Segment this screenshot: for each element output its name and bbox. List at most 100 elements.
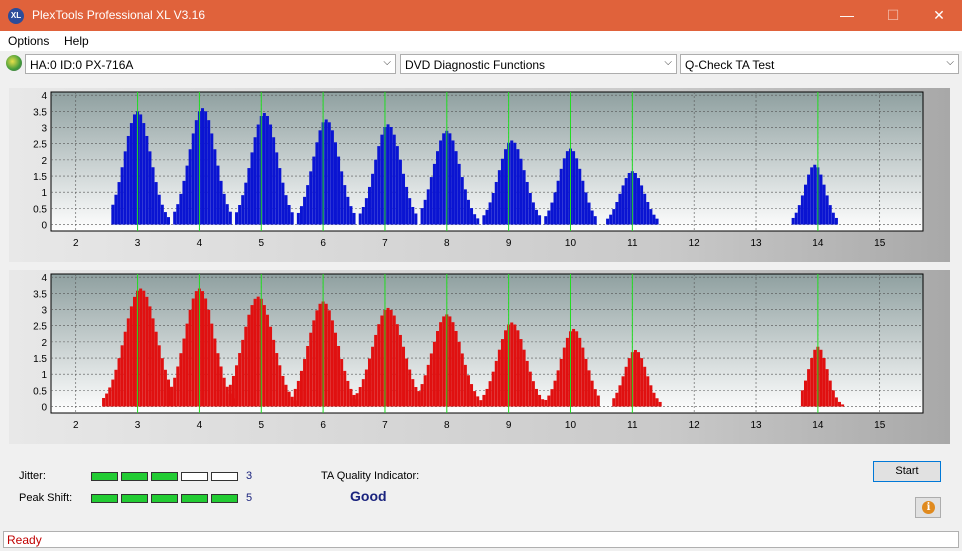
bar-peak-1 xyxy=(117,182,121,225)
menu-help[interactable]: Help xyxy=(64,34,89,48)
bar-peak-6 xyxy=(473,214,477,225)
bar-peak-1 xyxy=(151,318,155,407)
bar-peak-8 xyxy=(590,380,594,407)
y-tick-label: 0 xyxy=(41,221,47,232)
x-tick-label: 15 xyxy=(874,420,886,431)
bar-peak-1 xyxy=(148,151,152,225)
bar-peak-3 xyxy=(250,305,254,407)
bar-peak-2 xyxy=(213,338,217,407)
start-button[interactable]: Start xyxy=(873,461,941,482)
bar-peak-7 xyxy=(500,339,504,407)
minimize-button[interactable]: — xyxy=(840,7,854,23)
bar-peak-9 xyxy=(612,209,616,225)
bar-peak-6 xyxy=(479,400,483,407)
bar-peak-5 xyxy=(389,127,393,225)
bar-peak-7 xyxy=(510,140,514,225)
bar-peak-4 xyxy=(349,206,353,225)
jitter-chart-top: 0 0.5 1 1.5 2 2.5 3 3.5 4 2 3 4 5 6 7 8 9 10 11 12 13 14 15 xyxy=(33,91,924,249)
test-select-value: Q-Check TA Test xyxy=(685,58,775,72)
chevron-down-icon: ⌵ xyxy=(664,57,672,68)
bar-peak-5 xyxy=(405,186,409,225)
bar-peak-1 xyxy=(117,358,121,407)
jitter-segment-1 xyxy=(91,472,118,481)
bar-peak-1 xyxy=(167,217,171,225)
test-select[interactable]: Q-Check TA Test ⌵ xyxy=(680,54,959,74)
bar-peak-10 xyxy=(834,397,838,407)
bar-peak-7 xyxy=(510,322,514,407)
bar-peak-10 xyxy=(807,369,811,407)
x-tick-label: 6 xyxy=(320,238,326,249)
bar-peak-6 xyxy=(476,396,480,407)
bar-peak-10 xyxy=(822,184,826,225)
maximize-button[interactable]: ☐ xyxy=(886,7,900,23)
bar-peak-8 xyxy=(544,216,548,225)
bar-peak-6 xyxy=(451,140,455,225)
x-tick-label: 8 xyxy=(444,420,450,431)
bar-peak-9 xyxy=(643,366,647,407)
bar-peak-1 xyxy=(157,345,161,407)
bar-peak-3 xyxy=(275,353,279,407)
bar-peak-3 xyxy=(262,305,266,407)
bar-peak-6 xyxy=(420,208,424,225)
bar-peak-1 xyxy=(142,123,146,225)
bar-peak-3 xyxy=(235,212,239,225)
bar-peak-4 xyxy=(349,388,353,407)
bar-peak-5 xyxy=(402,173,406,225)
bar-peak-6 xyxy=(420,384,424,407)
bar-peak-1 xyxy=(163,212,167,225)
drive-select[interactable]: HA:0 ID:0 PX-716A ⌵ xyxy=(25,54,396,74)
bar-peak-3 xyxy=(269,326,273,407)
bar-peak-4 xyxy=(340,359,344,407)
bar-peak-4 xyxy=(330,130,334,225)
bar-peak-9 xyxy=(649,209,653,225)
bar-peak-9 xyxy=(624,178,628,225)
bar-peak-3 xyxy=(265,116,269,225)
bar-peak-10 xyxy=(828,380,832,407)
bar-peak-4 xyxy=(324,303,328,407)
bar-peak-3 xyxy=(284,195,288,225)
bar-peak-6 xyxy=(439,322,443,407)
bar-peak-2 xyxy=(182,338,186,407)
y-tick-label: 1.5 xyxy=(33,354,47,365)
bar-peak-8 xyxy=(547,395,551,407)
bar-peak-10 xyxy=(841,404,845,407)
bar-peak-10 xyxy=(819,174,823,225)
bar-peak-1 xyxy=(151,167,155,225)
bar-peak-2 xyxy=(210,323,214,407)
bar-peak-10 xyxy=(810,167,814,225)
bar-peak-3 xyxy=(247,314,251,407)
bar-peak-1 xyxy=(142,290,146,407)
bar-peak-8 xyxy=(550,202,554,225)
x-tick-label: 8 xyxy=(444,238,450,249)
bar-peak-10 xyxy=(819,349,823,407)
bar-peak-8 xyxy=(578,168,582,225)
bar-peak-4 xyxy=(333,332,337,407)
bar-peak-2 xyxy=(213,149,217,225)
bar-peak-4 xyxy=(299,370,303,407)
bar-peak-7 xyxy=(485,209,489,225)
bar-peak-6 xyxy=(466,375,470,407)
function-select[interactable]: DVD Diagnostic Functions ⌵ xyxy=(400,54,677,74)
bar-peak-1 xyxy=(163,369,167,407)
bar-peak-7 xyxy=(528,371,532,407)
bar-peak-5 xyxy=(408,198,412,225)
bar-peak-5 xyxy=(361,379,365,407)
bar-peak-7 xyxy=(534,388,538,407)
bar-peak-3 xyxy=(256,124,260,225)
bar-peak-4 xyxy=(337,345,341,407)
bar-peak-2 xyxy=(204,298,208,407)
bar-peak-7 xyxy=(485,388,489,407)
bar-peak-9 xyxy=(652,214,656,225)
x-tick-label: 14 xyxy=(812,238,824,249)
bar-peak-9 xyxy=(633,173,637,225)
jitter-segment-5 xyxy=(211,472,238,481)
close-button[interactable]: ✕ xyxy=(933,7,945,23)
bar-peak-10 xyxy=(800,390,804,407)
info-button[interactable]: i xyxy=(915,497,941,518)
menu-options[interactable]: Options xyxy=(8,34,50,48)
bar-peak-7 xyxy=(513,324,517,407)
status-text: Ready xyxy=(7,533,42,547)
x-tick-label: 12 xyxy=(689,420,701,431)
bar-peak-6 xyxy=(442,133,446,225)
bar-peak-9 xyxy=(637,178,641,225)
